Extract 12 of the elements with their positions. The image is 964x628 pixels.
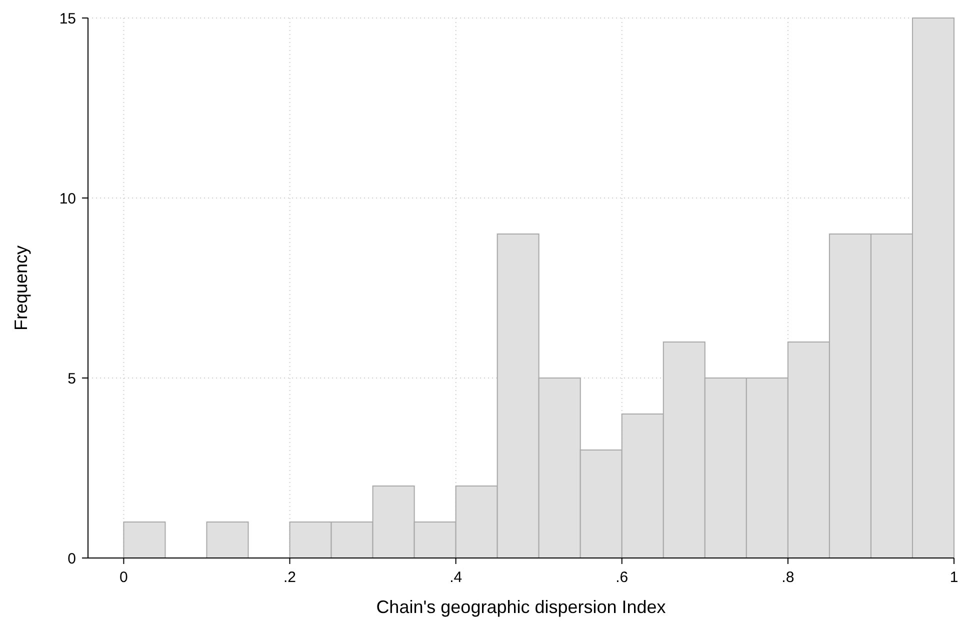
y-tick-label: 0 (68, 550, 76, 568)
x-tick-label: .8 (782, 569, 794, 586)
x-tick-label: .4 (450, 569, 462, 586)
y-tick-label: 10 (59, 190, 76, 208)
x-tick-label: .6 (616, 569, 628, 586)
x-tick-label: .2 (284, 569, 296, 586)
x-axis-title: Chain's geographic dispersion Index (376, 597, 666, 617)
y-tick-label: 5 (68, 370, 76, 388)
x-tick-label: 0 (120, 569, 128, 586)
x-tick-label: 1 (950, 569, 958, 586)
y-tick-label: 15 (59, 10, 76, 28)
y-axis-title: Frequency (11, 245, 31, 331)
